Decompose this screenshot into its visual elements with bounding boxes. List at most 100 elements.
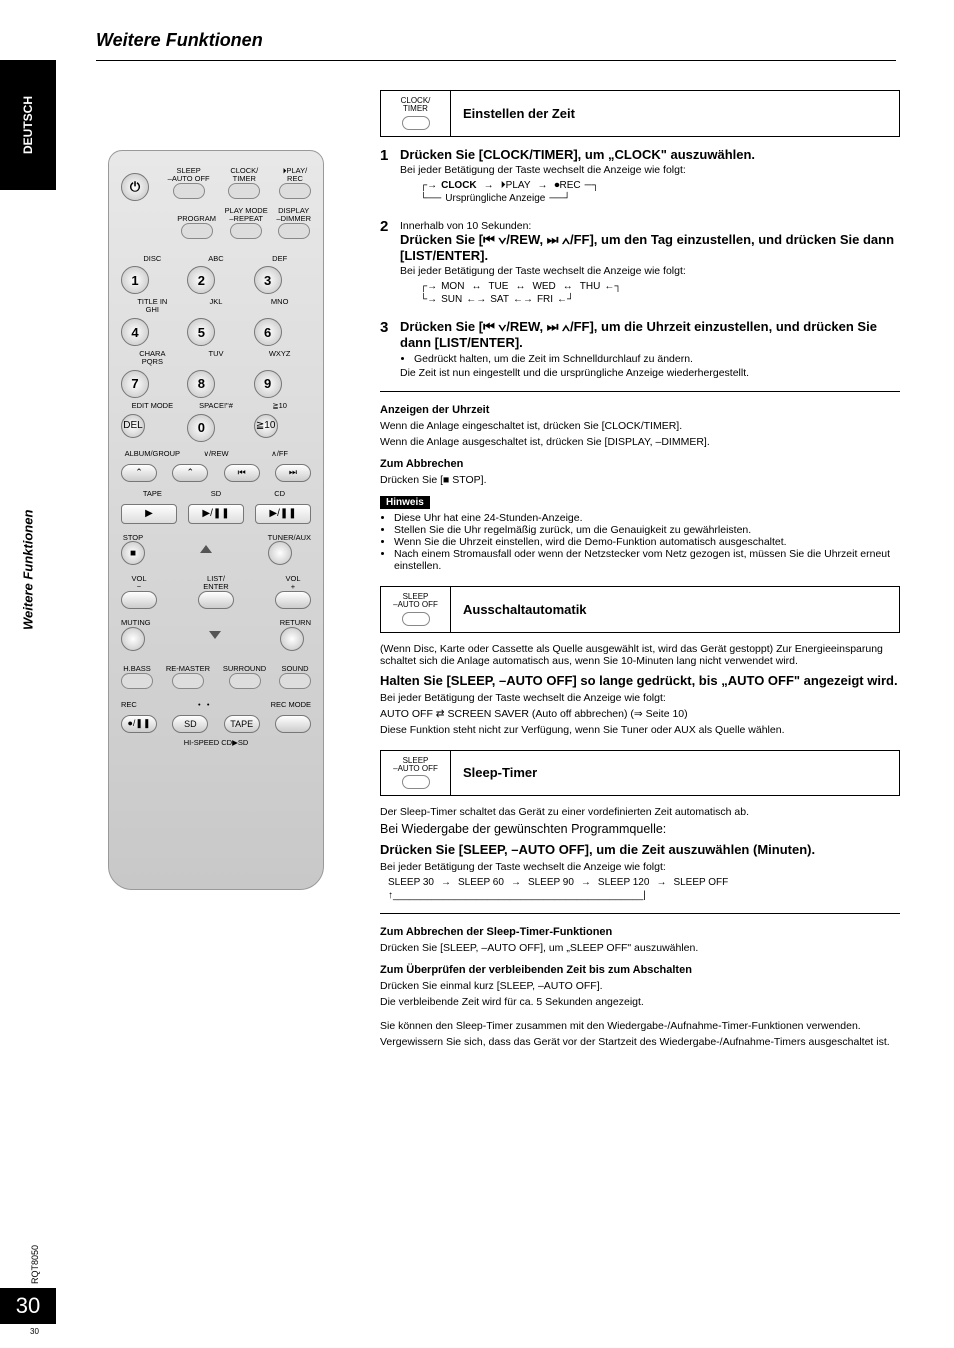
flow-clock-2: ⏺REC bbox=[555, 180, 581, 191]
step-1-title: Drücken Sie [CLOCK/TIMER], um „CLOCK" au… bbox=[400, 147, 900, 162]
autooff-note: Diese Funktion steht nicht zur Verfügung… bbox=[380, 724, 900, 736]
surround-button bbox=[229, 673, 261, 689]
step-2-num: 2 bbox=[380, 218, 400, 309]
key-3: 3 bbox=[254, 266, 282, 294]
section-autooff-title: Ausschaltautomatik bbox=[451, 587, 587, 632]
wxyz-label: WXYZ bbox=[248, 350, 311, 358]
tuv-label: TUV bbox=[185, 350, 248, 358]
key-5: 5 bbox=[187, 318, 215, 346]
mno-label: MNO bbox=[248, 298, 311, 306]
vol-up bbox=[275, 591, 311, 609]
remaster-button bbox=[172, 673, 204, 689]
album-up: ⌃ bbox=[172, 464, 208, 482]
autooff-main: Halten Sie [SLEEP, –AUTO OFF] so lange g… bbox=[380, 673, 900, 688]
section-clock-header: CLOCK/ TIMER Einstellen der Zeit bbox=[380, 90, 900, 137]
sleep-intro: Der Sleep-Timer schaltet das Gerät zu ei… bbox=[380, 806, 900, 818]
playmode-label: PLAY MODE –REPEAT bbox=[225, 207, 268, 223]
tape-label: TAPE bbox=[121, 490, 184, 498]
playmode-button bbox=[230, 223, 262, 239]
step-3-note: Die Zeit ist nun eingestellt und die urs… bbox=[400, 367, 900, 379]
autooff-flow: AUTO OFF ⇄ SCREEN SAVER (Auto off abbrec… bbox=[380, 708, 900, 720]
key-9: 9 bbox=[254, 370, 282, 398]
sleep-30: SLEEP 30 bbox=[388, 877, 434, 888]
sleep-foot-1: Sie können den Sleep-Timer zusammen mit … bbox=[380, 1020, 900, 1032]
rew-label: ∨/REW bbox=[185, 450, 248, 458]
sleep-cancel-text: Drücken Sie [SLEEP, –AUTO OFF], um „SLEE… bbox=[380, 942, 900, 954]
page-number: 30 bbox=[0, 1288, 56, 1324]
clock-label: CLOCK/ TIMER bbox=[228, 167, 260, 183]
sleep-icon-label: SLEEP –AUTO OFF bbox=[393, 757, 438, 774]
day-thu: THU bbox=[580, 281, 601, 292]
section-autooff-header: SLEEP –AUTO OFF Ausschaltautomatik bbox=[380, 586, 900, 633]
tuner-button bbox=[268, 541, 292, 565]
muting-button bbox=[121, 627, 145, 651]
day-tue: TUE bbox=[488, 281, 508, 292]
step-2-title: Drücken Sie [⏮ ∨/REW, ⏭ ∧/FF], um den Ta… bbox=[400, 232, 900, 263]
program-label: PROGRAM bbox=[177, 215, 216, 223]
anzeigen-1: Wenn die Anlage eingeschaltet ist, drück… bbox=[380, 420, 900, 432]
sleep-foot-2: Vergewissern Sie sich, dass das Gerät vo… bbox=[380, 1036, 900, 1048]
side-tab-section: Weitere Funktionen bbox=[0, 460, 56, 680]
program-button bbox=[181, 223, 213, 239]
sleep-icon-button bbox=[402, 775, 430, 789]
stop-label: STOP bbox=[121, 534, 145, 542]
step-3-title: Drücken Sie [⏮ ∨/REW, ⏭ ∧/FF], um die Uh… bbox=[400, 319, 900, 350]
sleep-60: SLEEP 60 bbox=[458, 877, 504, 888]
gte10-label: ≧10 bbox=[248, 402, 311, 410]
step-3: 3 Drücken Sie [⏮ ∨/REW, ⏭ ∧/FF], um die … bbox=[380, 319, 900, 379]
key-6: 6 bbox=[254, 318, 282, 346]
section-sleep-title: Sleep-Timer bbox=[451, 751, 537, 796]
sd-label: SD bbox=[185, 490, 248, 498]
disc-label: DISC bbox=[121, 255, 184, 263]
hbass-label: H.BASS bbox=[121, 665, 153, 673]
hinweis-item: Nach einem Stromausfall oder wenn der Ne… bbox=[394, 548, 900, 572]
gte10-button: ≧10 bbox=[254, 414, 278, 438]
cd-play: ▶/❚❚ bbox=[255, 504, 311, 524]
doc-code: RQT8050 bbox=[30, 1245, 40, 1284]
recmode-button bbox=[275, 715, 311, 733]
flow-clock: ┌→ CLOCK ⏵PLAY ⏺REC ─┐ bbox=[420, 180, 900, 191]
key-0: 0 bbox=[187, 414, 215, 442]
hinweis-item: Stellen Sie die Uhr regelmäßig zurück, u… bbox=[394, 524, 900, 536]
page-number-small: 30 bbox=[30, 1327, 39, 1336]
page-title: Weitere Funktionen bbox=[96, 30, 263, 51]
hispeed-label: HI-SPEED CD▶SD bbox=[121, 739, 311, 747]
day-wed: WED bbox=[532, 281, 555, 292]
vol-down bbox=[121, 591, 157, 609]
tape-play: ▶ bbox=[121, 504, 177, 524]
down-icon bbox=[209, 631, 221, 639]
sd-play: ▶/❚❚ bbox=[188, 504, 244, 524]
rew-button: ⏮ bbox=[224, 464, 260, 482]
space-label: SPACE!"# bbox=[185, 402, 248, 410]
abbrechen-heading: Zum Abbrechen bbox=[380, 458, 900, 470]
ghi-label: GHI bbox=[121, 306, 184, 314]
key-1: 1 bbox=[121, 266, 149, 294]
sleep-off: SLEEP OFF bbox=[673, 877, 728, 888]
autooff-sub: Bei jeder Betätigung der Taste wechselt … bbox=[380, 692, 900, 704]
playrec-button bbox=[279, 183, 311, 199]
sleep-90: SLEEP 90 bbox=[528, 877, 574, 888]
abbrechen-text: Drücken Sie [■ STOP]. bbox=[380, 474, 900, 486]
anzeigen-heading: Anzeigen der Uhrzeit bbox=[380, 404, 900, 416]
side-tab-language: DEUTSCH bbox=[0, 60, 56, 190]
tape-button: TAPE bbox=[224, 715, 260, 733]
sleep-sequence-return: ↑_______________________________________… bbox=[388, 890, 900, 901]
separator-1 bbox=[380, 391, 900, 392]
clock-button bbox=[228, 183, 260, 199]
hinweis-tag: Hinweis bbox=[380, 496, 430, 509]
sleep-check-2: Die verbleibende Zeit wird für ca. 5 Sek… bbox=[380, 996, 900, 1008]
flow-clock-0: CLOCK bbox=[441, 180, 477, 191]
playrec-label: ⏵PLAY/ REC bbox=[279, 167, 311, 183]
pqrs-label: PQRS bbox=[121, 358, 184, 366]
sleep-button bbox=[173, 183, 205, 199]
hinweis-item: Diese Uhr hat eine 24-Stunden-Anzeige. bbox=[394, 512, 900, 524]
ff-button: ⏭ bbox=[275, 464, 311, 482]
stop-button: ■ bbox=[121, 541, 145, 565]
album-down: ⌃ bbox=[121, 464, 157, 482]
hinweis-item: Wenn Sie die Uhrzeit einstellen, wird di… bbox=[394, 536, 900, 548]
sleep-sub: Bei jeder Betätigung der Taste wechselt … bbox=[380, 861, 900, 873]
step-2: 2 Innerhalb von 10 Sekunden: Drücken Sie… bbox=[380, 218, 900, 309]
clock-icon-button bbox=[402, 116, 430, 130]
separator-2 bbox=[380, 913, 900, 914]
rec-button: ●/❚❚ bbox=[121, 715, 157, 733]
